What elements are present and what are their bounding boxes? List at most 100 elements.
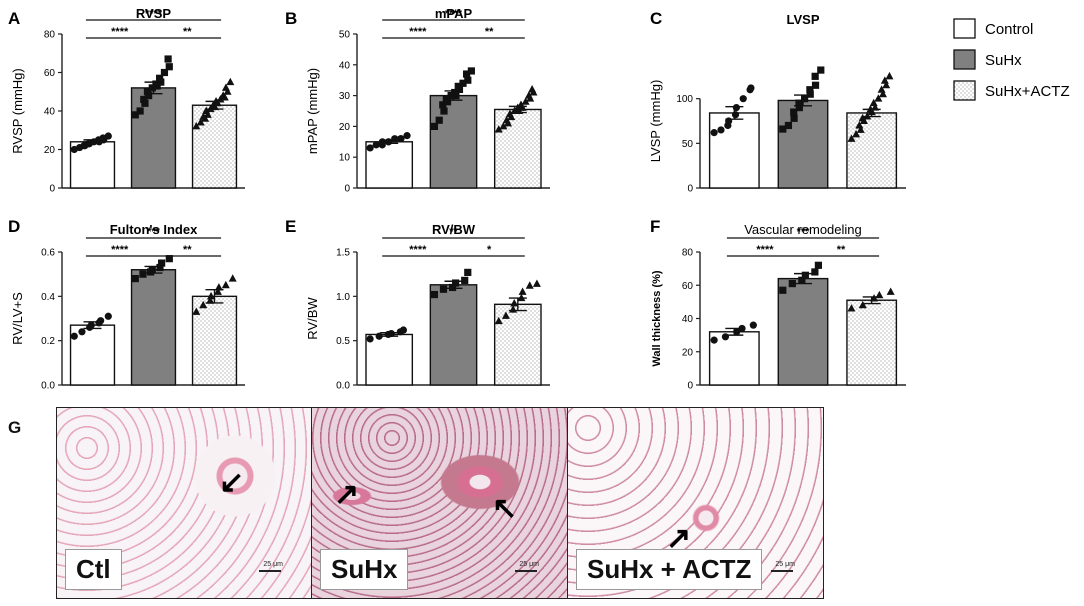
data-point (141, 99, 149, 107)
legend-swatch (953, 18, 976, 39)
data-point (454, 82, 462, 90)
data-point (790, 114, 798, 122)
data-point (725, 117, 733, 125)
data-point (219, 91, 228, 99)
arrow-icon: ↙ (219, 466, 245, 499)
data-point (518, 287, 527, 295)
bar-control (365, 333, 414, 386)
panel-label: A (8, 9, 20, 28)
chart-panel-f: F Vascular remodeling Wall thickness (%) 0 2… (650, 217, 906, 392)
data-point (855, 121, 864, 129)
scale-bar (515, 570, 537, 572)
data-point (165, 63, 173, 71)
significance-label: **** (756, 244, 774, 256)
y-axis-label: LVSP (mmHg) (648, 80, 663, 163)
data-point (806, 90, 814, 98)
data-point (878, 89, 887, 98)
chart-panel-c: C LVSP LVSP (mmHg) 0 50 100 (648, 9, 906, 195)
y-tick-label: 0.0 (336, 381, 350, 392)
data-point (811, 72, 819, 80)
data-point (156, 74, 164, 82)
data-point (214, 283, 223, 291)
significance-label: ** (837, 244, 846, 256)
significance-label: **** (409, 244, 427, 256)
y-tick-label: 50 (339, 30, 351, 41)
histology-image-suhx: ↗ ↖ 25 μm SuHx (311, 407, 568, 599)
y-axis-label: mPAP (mmHg) (305, 68, 320, 154)
data-point (880, 76, 889, 84)
legend-label: Control (985, 21, 1033, 38)
data-point (502, 115, 511, 124)
bar-suhx (429, 94, 478, 189)
y-tick-label: 10 (339, 153, 351, 164)
data-point (499, 122, 508, 130)
image-tag-suhx-actz: SuHx + ACTZ (576, 549, 763, 590)
chart-title: LVSP (787, 12, 820, 27)
data-point (203, 110, 212, 118)
y-tick-label: 0.2 (41, 336, 55, 347)
data-point (439, 285, 448, 293)
data-point (494, 125, 503, 133)
significance-label: ** (485, 26, 494, 38)
scale-bar (259, 570, 281, 572)
data-point (788, 279, 796, 288)
data-point (221, 83, 230, 91)
data-point (156, 263, 164, 272)
data-point (226, 77, 235, 86)
y-tick-label: 0 (687, 184, 693, 195)
bar-suhx-actz (191, 295, 238, 386)
arrow-icon: ↖ (492, 492, 518, 525)
data-point (97, 317, 105, 325)
data-point (795, 99, 803, 107)
y-tick-label: 1.0 (336, 292, 350, 303)
data-point (467, 67, 475, 75)
data-point (721, 333, 730, 341)
data-point (464, 76, 472, 84)
data-point (192, 307, 201, 315)
data-point (196, 118, 205, 126)
data-point (442, 95, 450, 103)
data-point (847, 304, 856, 312)
bar-suhx-actz (493, 303, 542, 386)
data-point (856, 125, 865, 133)
data-point (399, 326, 408, 334)
data-point (165, 255, 173, 263)
legend: Control SuHx SuHx+ACTZ (953, 18, 1070, 101)
y-tick-label: 20 (44, 145, 56, 156)
significance-label: **** (111, 244, 129, 256)
legend-label: SuHx (985, 52, 1022, 69)
data-point (104, 312, 112, 320)
data-point (145, 92, 153, 100)
bar-suhx (130, 269, 177, 386)
data-point (209, 100, 218, 109)
data-point (70, 332, 78, 340)
data-point (784, 121, 793, 130)
data-point (814, 261, 822, 269)
data-point (528, 85, 537, 93)
data-point (140, 95, 148, 104)
data-point (164, 55, 172, 63)
data-point (710, 129, 718, 137)
data-point (817, 66, 825, 74)
chart-title: mPAP (435, 6, 473, 21)
scale-label: 25 μm (519, 561, 539, 568)
data-point (847, 134, 856, 142)
data-point (874, 94, 883, 102)
data-point (440, 107, 448, 115)
chart-title: Fulton's Index (110, 222, 198, 237)
data-point (801, 271, 809, 279)
y-tick-label: 80 (682, 248, 694, 259)
data-point (532, 279, 541, 287)
significance-label: *** (147, 226, 161, 238)
data-point (139, 270, 147, 278)
image-tag-suhx: SuHx (320, 549, 409, 590)
data-point (104, 132, 112, 140)
data-point (78, 328, 86, 336)
significance-label: *** (797, 226, 811, 238)
data-point (877, 85, 886, 93)
y-axis-label: Wall thickness (%) (651, 270, 663, 367)
y-tick-label: 50 (682, 139, 694, 150)
